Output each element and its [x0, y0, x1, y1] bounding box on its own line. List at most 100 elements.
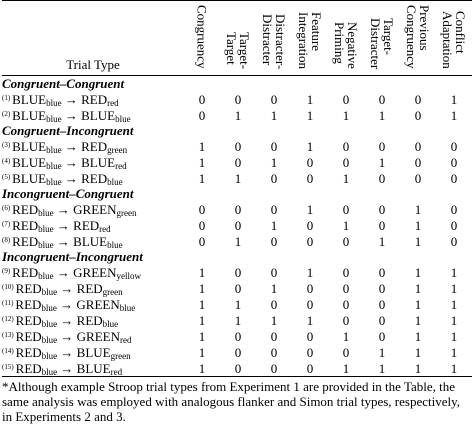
cell-value: 1 [306, 138, 314, 154]
word: RED [12, 265, 39, 280]
trial-number: (2) [2, 110, 11, 118]
cell-value: 1 [198, 296, 206, 312]
cell-value: 0 [270, 233, 278, 249]
ink: red [120, 335, 132, 345]
column-header-line: Adaptation [440, 11, 455, 69]
column-header-text: Congruency [195, 5, 210, 71]
trial-number: (4) [2, 157, 11, 165]
cell-value: 1 [234, 296, 242, 312]
cell-value: 1 [378, 360, 386, 376]
word: RED [15, 329, 42, 344]
ink: blue [115, 114, 131, 124]
ink: blue [38, 271, 54, 281]
word: GREEN [73, 202, 117, 217]
table-body: Congruent–Congruent (1) BLUEblue → REDred 0… [2, 76, 472, 377]
arrow: → [64, 155, 78, 170]
ink: green [110, 351, 131, 361]
column-header-line: Target [224, 31, 239, 65]
cell-value: 0 [270, 201, 278, 217]
cell-value: 1 [234, 233, 242, 249]
cell-value: 0 [378, 296, 386, 312]
arrow: → [56, 234, 70, 249]
word: RED [81, 92, 108, 107]
word: BLUE [73, 234, 108, 249]
cell-value: 1 [198, 328, 206, 344]
cell-value: 0 [342, 296, 350, 312]
cell-value: 1 [414, 344, 422, 360]
cell-value: 0 [378, 170, 386, 186]
cell-value: 0 [270, 91, 278, 107]
trial-number: (12) [2, 315, 14, 323]
cell-value: 0 [414, 138, 422, 154]
trial-label: (14) REDblue → BLUEgreen [2, 344, 184, 361]
word: BLUE [76, 345, 111, 360]
word: RED [15, 345, 42, 360]
cell-value: 1 [378, 154, 386, 170]
cell-value: 1 [234, 170, 242, 186]
word: RED [15, 297, 42, 312]
cell-value: 0 [378, 312, 386, 328]
cell-value: 0 [306, 233, 314, 249]
ink: blue [41, 287, 58, 297]
column-header: Negative Priming [328, 1, 364, 76]
ink: blue [119, 303, 136, 313]
column-header: Target- Distracter [364, 1, 400, 76]
arrow: → [56, 218, 70, 233]
cell-value: 1 [450, 360, 458, 376]
column-header: Feature Integration [292, 1, 328, 76]
arrow: → [56, 265, 70, 280]
ink: blue [41, 335, 58, 345]
cell-value: 1 [270, 312, 278, 328]
cell-value: 1 [414, 233, 422, 249]
ink: blue [41, 367, 58, 377]
cell-value: 0 [198, 91, 206, 107]
trial-label: (11) REDblue → GREENblue [2, 296, 184, 313]
cell-value: 0 [450, 170, 458, 186]
word: RED [81, 139, 108, 154]
cell-value: 0 [342, 138, 350, 154]
word: RED [73, 218, 100, 233]
arrow: → [56, 202, 70, 217]
cell-value: 0 [450, 154, 458, 170]
trial-label: (1) BLUEblue → REDred [2, 91, 184, 108]
column-header-line: Feature [309, 11, 324, 51]
column-header: Distracter- Distracter [256, 1, 292, 76]
trial-row: (10) REDblue → REDgreen 1 0 1 0 0 0 1 1 [2, 280, 472, 297]
cell-value: 0 [234, 280, 242, 296]
cell-value: 1 [378, 344, 386, 360]
column-header-line: Integration [296, 11, 311, 69]
cell-value: 0 [414, 91, 422, 107]
cell-value: 0 [306, 296, 314, 312]
ink: blue [107, 177, 123, 187]
column-header-line: Target- [381, 17, 396, 55]
word: RED [15, 281, 42, 296]
cell-value: 0 [198, 107, 206, 123]
cell-value: 0 [270, 138, 278, 154]
cell-value: 0 [342, 264, 350, 280]
cell-value: 0 [270, 344, 278, 360]
cell-value: 0 [450, 201, 458, 217]
cell-value: 0 [342, 91, 350, 107]
cell-value: 1 [414, 296, 422, 312]
trial-number: (14) [2, 347, 14, 355]
ink: blue [102, 319, 119, 329]
cell-value: 0 [234, 154, 242, 170]
cell-value: 0 [270, 170, 278, 186]
trial-label: (6) REDblue → GREENgreen [2, 201, 184, 218]
trial-number: (5) [2, 173, 11, 181]
word: RED [12, 218, 39, 233]
cell-value: 0 [234, 264, 242, 280]
trial-row: (7) REDblue → REDred 0 0 1 0 1 0 1 0 [2, 217, 472, 234]
cell-value: 1 [450, 91, 458, 107]
cell-value: 0 [198, 217, 206, 233]
footnote: *Although example Stroop trial types fro… [2, 379, 461, 424]
column-header-text: Conflict Adaptation [440, 11, 468, 71]
cell-value: 0 [270, 360, 278, 376]
column-header-text: Previous Congruency [404, 5, 432, 71]
cell-value: 0 [234, 138, 242, 154]
cell-value: 1 [270, 217, 278, 233]
group-row: Incongruent–Incongruent [2, 249, 472, 264]
cell-value: 0 [306, 280, 314, 296]
cell-value: 0 [378, 264, 386, 280]
cell-value: 0 [450, 138, 458, 154]
